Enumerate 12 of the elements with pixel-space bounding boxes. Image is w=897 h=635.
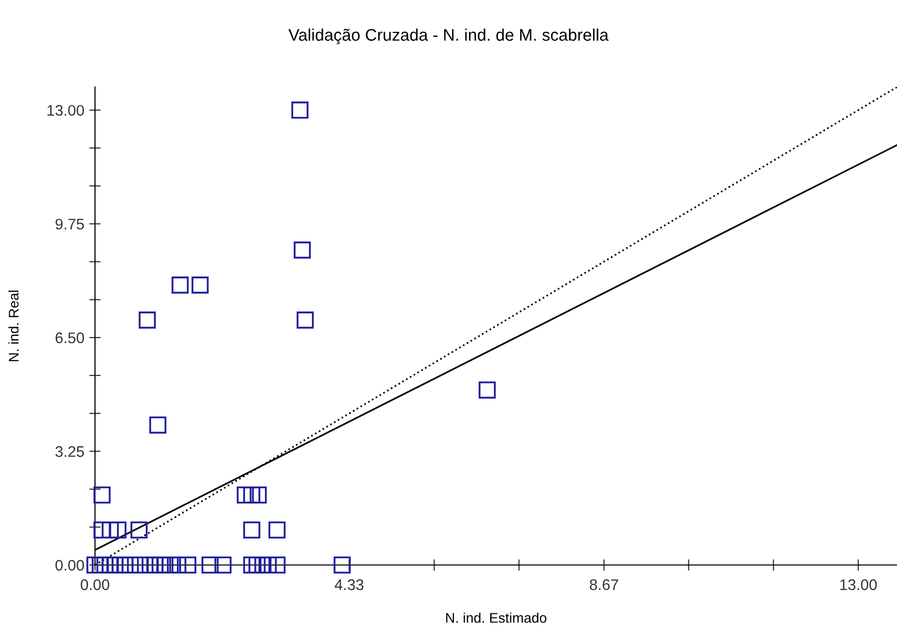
- chart-title: Validação Cruzada - N. ind. de M. scabrella: [288, 28, 609, 44]
- y-tick-label: 13.00: [48, 104, 84, 116]
- y-tick-label: 6.50: [56, 332, 84, 344]
- y-tick-label: 9.75: [56, 218, 84, 230]
- x-tick-label: 13.00: [840, 579, 877, 590]
- x-axis-title: N. ind. Estimado: [446, 612, 546, 623]
- x-tick-label: 4.33: [334, 579, 364, 590]
- y-tick-label: 3.25: [55, 446, 84, 457]
- x-tick-label: 8.67: [590, 579, 618, 590]
- y-axis-title: N. ind. Real: [8, 290, 19, 362]
- y-tick-label: 0.00: [55, 560, 84, 571]
- x-tick-label: 0.00: [80, 579, 110, 590]
